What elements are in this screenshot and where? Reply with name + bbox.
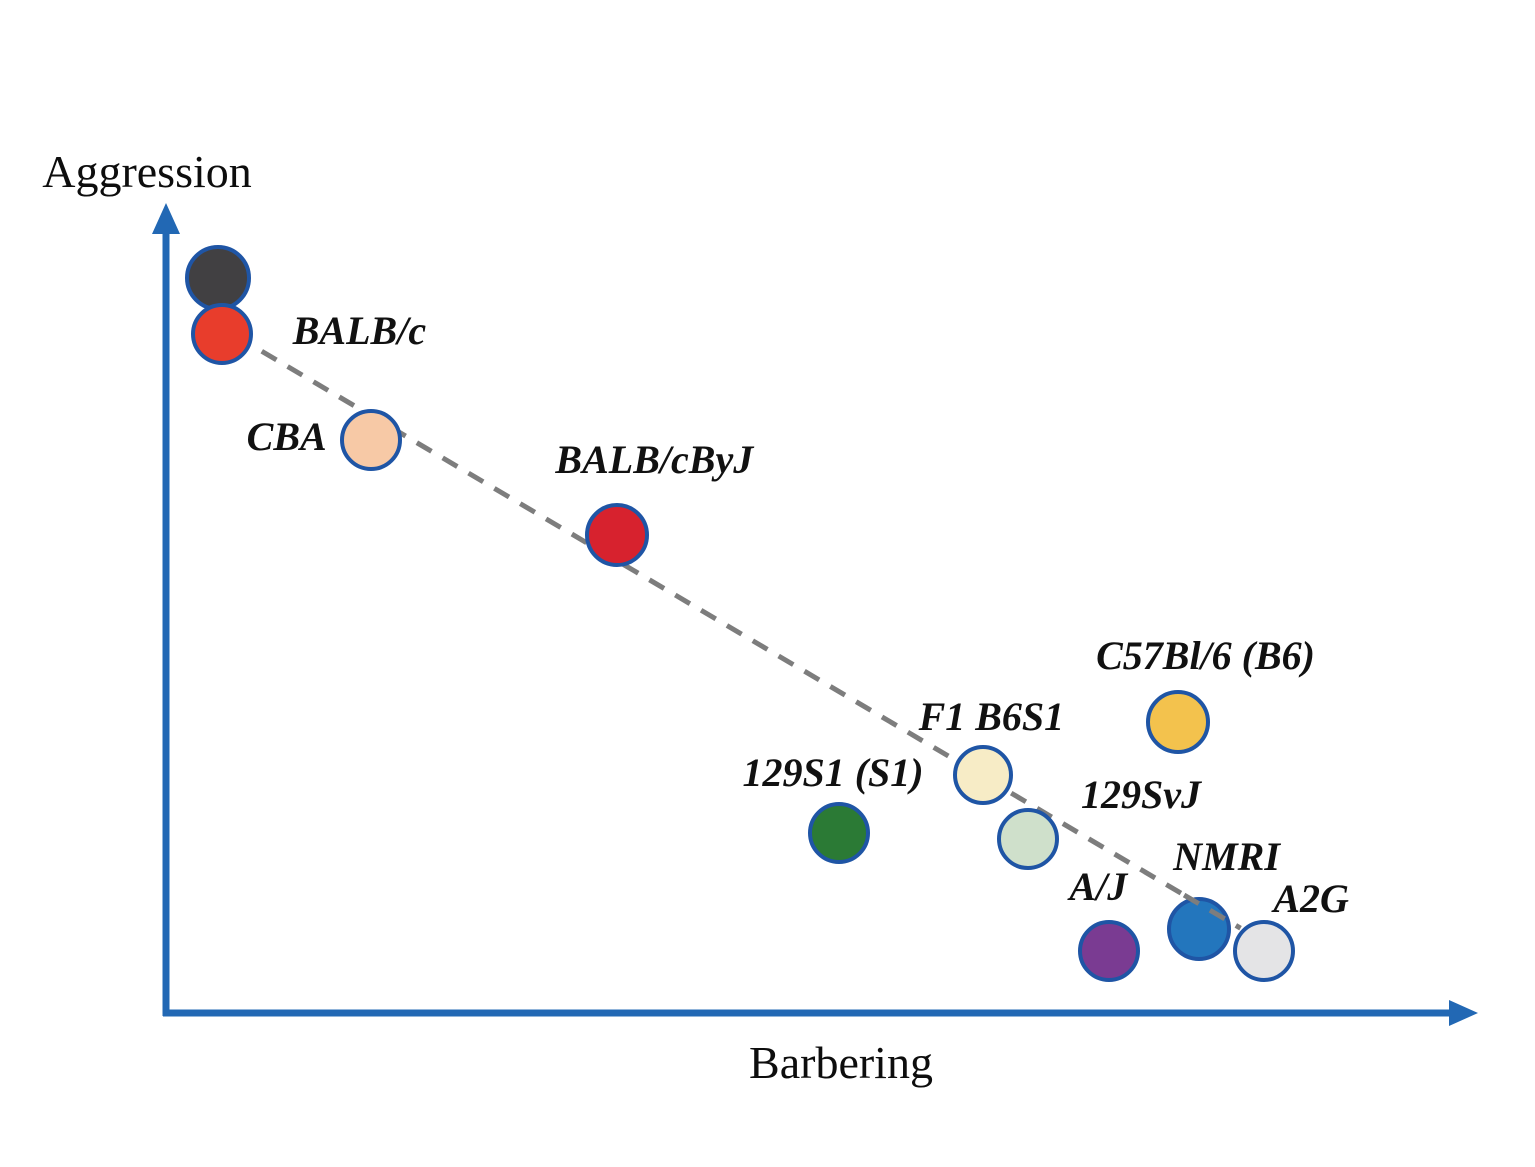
point-label-balb-c: BALB/c: [292, 308, 427, 354]
point-label-balb-cbyj: BALB/cByJ: [555, 436, 754, 482]
point-a-j: [1078, 919, 1141, 982]
point-label-c57bl6-b6: C57Bl/6 (B6): [1096, 633, 1315, 679]
x-axis-label: Barbering: [749, 1037, 933, 1088]
point-label-129svj: 129SvJ: [1080, 772, 1201, 818]
point-label-f1-b6s1: F1 B6S1: [918, 693, 1065, 739]
point-a2g: [1233, 919, 1296, 982]
point-label-a2g: A2G: [1273, 875, 1349, 921]
y-axis-label: Aggression: [42, 146, 252, 197]
point-label-nmri: NMRI: [1173, 833, 1280, 879]
point-label-cba: CBA: [246, 414, 327, 460]
point-balb-c: [191, 303, 254, 366]
point-label-a-j: A/J: [1069, 863, 1128, 909]
point-label-129s1-s1: 129S1 (S1): [742, 749, 924, 795]
point-dark-top: [185, 244, 252, 311]
